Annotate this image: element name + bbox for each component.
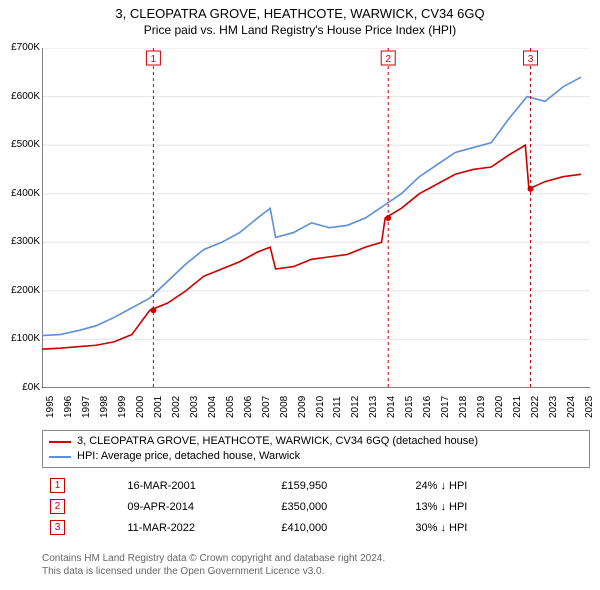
x-tick-label: 2018 xyxy=(458,396,469,418)
price-chart: 1 2 3 xyxy=(42,48,590,388)
x-tick-label: 2009 xyxy=(297,396,308,418)
x-tick-label: 2022 xyxy=(530,396,541,418)
y-tick-label: £100K xyxy=(2,333,40,344)
y-tick-label: £400K xyxy=(2,188,40,199)
x-tick-label: 2010 xyxy=(315,396,326,418)
legend-label: 3, CLEOPATRA GROVE, HEATHCOTE, WARWICK, … xyxy=(77,434,478,449)
x-tick-label: 2004 xyxy=(207,396,218,418)
legend-swatch xyxy=(49,456,71,458)
marker-number-icon: 1 xyxy=(50,478,65,493)
x-tick-label: 2012 xyxy=(350,396,361,418)
marker-number-icon: 3 xyxy=(50,520,65,535)
marker-delta: 24% ↓ HPI xyxy=(409,476,588,495)
footnote-line: Contains HM Land Registry data © Crown c… xyxy=(42,552,590,565)
marker-row: 1 16-MAR-2001£159,95024% ↓ HPI xyxy=(44,476,588,495)
x-tick-label: 2025 xyxy=(584,396,595,418)
x-tick-label: 2005 xyxy=(225,396,236,418)
marker-delta: 30% ↓ HPI xyxy=(409,518,588,537)
x-tick-label: 1997 xyxy=(81,396,92,418)
footnote-line: This data is licensed under the Open Gov… xyxy=(42,565,590,578)
x-tick-label: 2006 xyxy=(243,396,254,418)
marker-table: 1 16-MAR-2001£159,95024% ↓ HPI 2 09-APR-201… xyxy=(42,474,590,539)
marker-price: £410,000 xyxy=(275,518,407,537)
series-property xyxy=(42,145,581,349)
marker-date: 11-MAR-2022 xyxy=(121,518,273,537)
legend-item: 3, CLEOPATRA GROVE, HEATHCOTE, WARWICK, … xyxy=(49,434,583,449)
x-tick-label: 1995 xyxy=(45,396,56,418)
marker-row: 3 11-MAR-2022£410,00030% ↓ HPI xyxy=(44,518,588,537)
x-tick-label: 1999 xyxy=(117,396,128,418)
legend-swatch xyxy=(49,441,71,443)
x-tick-label: 2024 xyxy=(566,396,577,418)
x-tick-label: 2000 xyxy=(135,396,146,418)
marker-price: £350,000 xyxy=(275,497,407,516)
x-tick-label: 2015 xyxy=(404,396,415,418)
marker-label: 3 xyxy=(528,54,534,65)
y-tick-label: £0K xyxy=(2,382,40,393)
x-tick-label: 2011 xyxy=(332,396,343,418)
x-tick-label: 2013 xyxy=(368,396,379,418)
x-tick-label: 2001 xyxy=(153,396,164,418)
x-tick-label: 2020 xyxy=(494,396,505,418)
x-tick-label: 2003 xyxy=(189,396,200,418)
page-title: 3, CLEOPATRA GROVE, HEATHCOTE, WARWICK, … xyxy=(0,0,600,21)
legend: 3, CLEOPATRA GROVE, HEATHCOTE, WARWICK, … xyxy=(42,430,590,468)
x-tick-label: 2008 xyxy=(279,396,290,418)
footnote: Contains HM Land Registry data © Crown c… xyxy=(42,552,590,578)
marker-price: £159,950 xyxy=(275,476,407,495)
y-tick-label: £600K xyxy=(2,91,40,102)
marker-delta: 13% ↓ HPI xyxy=(409,497,588,516)
marker-date: 09-APR-2014 xyxy=(121,497,273,516)
marker-number-icon: 2 xyxy=(50,499,65,514)
legend-label: HPI: Average price, detached house, Warw… xyxy=(77,449,300,464)
x-tick-label: 2023 xyxy=(548,396,559,418)
legend-item: HPI: Average price, detached house, Warw… xyxy=(49,449,583,464)
x-tick-label: 2014 xyxy=(386,396,397,418)
x-tick-label: 2002 xyxy=(171,396,182,418)
y-tick-label: £500K xyxy=(2,139,40,150)
marker-label: 2 xyxy=(385,54,391,65)
x-tick-label: 1998 xyxy=(99,396,110,418)
marker-label: 1 xyxy=(151,54,157,65)
y-tick-label: £200K xyxy=(2,285,40,296)
marker-date: 16-MAR-2001 xyxy=(121,476,273,495)
y-tick-label: £300K xyxy=(2,236,40,247)
marker-row: 2 09-APR-2014£350,00013% ↓ HPI xyxy=(44,497,588,516)
series-hpi xyxy=(42,77,581,335)
x-tick-label: 2019 xyxy=(476,396,487,418)
x-tick-label: 1996 xyxy=(63,396,74,418)
x-tick-label: 2017 xyxy=(440,396,451,418)
x-tick-label: 2007 xyxy=(261,396,272,418)
x-tick-label: 2021 xyxy=(512,396,523,418)
page-subtitle: Price paid vs. HM Land Registry's House … xyxy=(0,21,600,37)
y-tick-label: £700K xyxy=(2,42,40,53)
x-tick-label: 2016 xyxy=(422,396,433,418)
